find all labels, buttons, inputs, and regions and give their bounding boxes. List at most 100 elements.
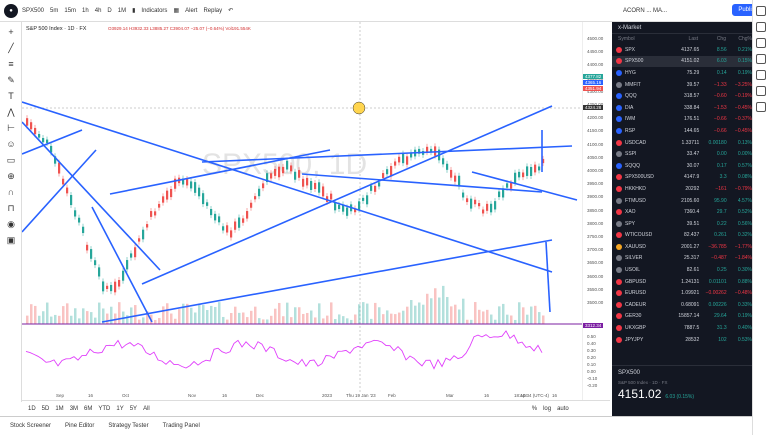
trendline-down-2 — [21, 121, 161, 271]
watchlist-row[interactable]: CADEUR 0.68091 0.00226 0.33% — [612, 299, 752, 311]
watchlist-row[interactable]: FTMUSD 2105.60 95.90 4.57% — [612, 195, 752, 207]
undo-icon[interactable]: ↶ — [228, 8, 234, 14]
col-last[interactable]: Last — [688, 36, 698, 42]
watchlist-row[interactable]: GBPUSD 1.24131 0.01101 0.88% — [612, 276, 752, 288]
range-5y[interactable]: 5Y — [129, 405, 138, 412]
watchlist-row[interactable]: EURUSD 1.09921 −0.00262 −0.48% — [612, 287, 752, 299]
templates-icon[interactable]: ▦ — [173, 8, 180, 14]
watchlist-row[interactable]: SILVER 25.317 −0.487 −1.84% — [612, 253, 752, 265]
row-pct: 0.57% — [737, 162, 753, 169]
watchlist-row[interactable]: SPX500 4151.02 6.03 0.15% — [612, 55, 752, 68]
interval-5m[interactable]: 5m — [50, 7, 59, 14]
text-icon[interactable]: T — [8, 91, 14, 101]
data-window-icon[interactable] — [756, 38, 766, 48]
watchlist-row[interactable]: USDCAD 1.33711 0.00180 0.13% — [612, 137, 752, 149]
tab-trading-panel[interactable]: Trading Panel — [162, 423, 200, 429]
crosshair-icon[interactable]: + — [8, 27, 14, 37]
col-symbol[interactable]: Symbol — [618, 36, 635, 42]
range-1d[interactable]: 1D — [28, 405, 36, 412]
scale-percent[interactable]: % — [531, 405, 538, 412]
scale-auto[interactable]: auto — [557, 405, 569, 412]
price-axis[interactable]: 4500.004450.004400.004350.004300.004250.… — [582, 22, 610, 400]
date-label: Thu 19 Jan '23 — [346, 393, 376, 398]
interval-15m[interactable]: 15m — [64, 7, 77, 14]
watchlist-row[interactable]: QQQ 318.57 −0.60 −0.19% — [612, 90, 752, 102]
interval-1h[interactable]: 1h — [82, 7, 89, 14]
measure-icon[interactable]: ⊢ — [7, 123, 15, 133]
symbol-search[interactable]: SPX500 — [22, 7, 45, 14]
fib-icon[interactable]: ≡ — [8, 59, 14, 69]
range-1y[interactable]: 1Y — [116, 405, 124, 412]
interval-d[interactable]: D — [107, 7, 112, 14]
watchlist-row[interactable]: SPX 4137.65 8.56 0.21% — [612, 44, 752, 56]
range-3m[interactable]: 3M — [69, 405, 79, 412]
emoji-icon[interactable]: ☺ — [6, 139, 16, 149]
range-1m[interactable]: 1M — [55, 405, 64, 412]
watchlist-row[interactable]: SSPI 33.47 0.00 0.00% — [612, 148, 752, 160]
candle — [66, 187, 69, 194]
watchlist-row[interactable]: DIA 338.84 −1.53 −0.45% — [612, 102, 752, 114]
hotlist-icon[interactable] — [756, 54, 766, 64]
range-ytd[interactable]: YTD — [98, 405, 111, 412]
trash-icon[interactable]: ▣ — [6, 235, 16, 245]
watchlist-row[interactable]: RSP 144.65 −0.66 −0.45% — [612, 125, 752, 137]
eye-icon[interactable]: ◉ — [7, 219, 15, 229]
calendar-icon[interactable] — [756, 70, 766, 80]
watchlist-row[interactable]: GER30 15857.14 29.64 0.19% — [612, 311, 752, 323]
watchlist-row[interactable]: XAO 7360.4 29.7 0.52% — [612, 206, 752, 218]
account-label[interactable]: ACORN ... MA... — [623, 7, 668, 14]
zoom-icon[interactable]: ⊕ — [7, 171, 15, 181]
scale-log[interactable]: log — [543, 405, 552, 412]
indicators-button[interactable]: Indicators — [141, 7, 168, 14]
price-tick: 3600.00 — [587, 273, 604, 279]
range-5d[interactable]: 5D — [41, 405, 50, 412]
row-pct: −1.77% — [734, 243, 753, 250]
col-chg[interactable]: Chg — [716, 36, 726, 42]
magnet-icon[interactable]: ∩ — [7, 187, 15, 197]
interval-4h[interactable]: 4h — [94, 7, 102, 14]
watchlist-row[interactable]: MMFIT 39.57 −1.33 −3.25% — [612, 79, 752, 91]
replay-button[interactable]: Replay — [203, 7, 223, 14]
candle — [30, 122, 33, 130]
watchlist-row[interactable]: JPYJPY 28532 102 0.53% — [612, 334, 752, 346]
range-6m[interactable]: 6M — [84, 405, 93, 412]
brush-icon[interactable]: ✎ — [7, 75, 15, 85]
lock-icon[interactable]: ⊓ — [7, 203, 15, 213]
row-chg: −0.00262 — [705, 290, 727, 297]
tab-pine-editor[interactable]: Pine Editor — [65, 423, 95, 429]
candle-type-icon[interactable]: ▮ — [132, 8, 136, 14]
watchlist-row[interactable]: USOIL 82.61 0.25 0.30% — [612, 264, 752, 276]
candle — [50, 145, 53, 153]
chart-canvas[interactable]: SPX500, 1D S&P 500 Index · 1D · FX O3929… — [21, 22, 582, 400]
ruler-icon[interactable]: ▭ — [6, 155, 16, 165]
candle — [510, 182, 513, 189]
volume-bar — [114, 313, 117, 324]
watchlist-row[interactable]: WTICOUSD 82.437 0.261 0.32% — [612, 230, 752, 242]
chart-area[interactable]: SPX500, 1D S&P 500 Index · 1D · FX O3929… — [21, 22, 582, 400]
pattern-icon[interactable]: ⋀ — [7, 107, 15, 117]
date-label: 16 — [88, 393, 94, 398]
watchlist-icon[interactable] — [756, 6, 766, 16]
tab-strategy-tester[interactable]: Strategy Tester — [108, 423, 149, 429]
watchlist-title[interactable]: x-Market — [612, 22, 752, 34]
alerts-icon[interactable] — [756, 22, 766, 32]
tab-stock-screener[interactable]: Stock Screener — [10, 423, 52, 429]
symbol-dot-icon — [616, 267, 622, 274]
watchlist-row[interactable]: HKKHKD 20292 −161 −0.79% — [612, 183, 752, 195]
range-all[interactable]: All — [143, 405, 150, 412]
watchlist-row[interactable]: IWM 176.51 −0.66 −0.37% — [612, 114, 752, 126]
watchlist-row[interactable]: SQQQ 30.07 0.17 0.57% — [612, 160, 752, 172]
alert-button[interactable]: Alert — [185, 7, 198, 14]
watchlist-row[interactable]: XAUUSD 2001.27 −36.785 −1.77% — [612, 241, 752, 253]
watchlist-row[interactable]: SPX500USD 4147.9 3.3 0.08% — [612, 172, 752, 184]
volume-bar — [454, 304, 457, 324]
detail-symbol[interactable]: SPX500 — [618, 370, 641, 376]
col-pct[interactable]: Chg% — [738, 36, 752, 42]
watchlist-row[interactable]: UKXGBP 7887.5 31.3 0.40% — [612, 322, 752, 334]
watchlist-row[interactable]: HYG 75.29 0.14 0.19% — [612, 67, 752, 79]
trendline-icon[interactable]: ╱ — [8, 43, 14, 53]
interval-1m[interactable]: 1M — [117, 7, 127, 14]
chat-icon[interactable] — [756, 102, 766, 112]
ideas-icon[interactable] — [756, 86, 766, 96]
watchlist-row[interactable]: SPY 39.51 0.22 0.56% — [612, 218, 752, 230]
